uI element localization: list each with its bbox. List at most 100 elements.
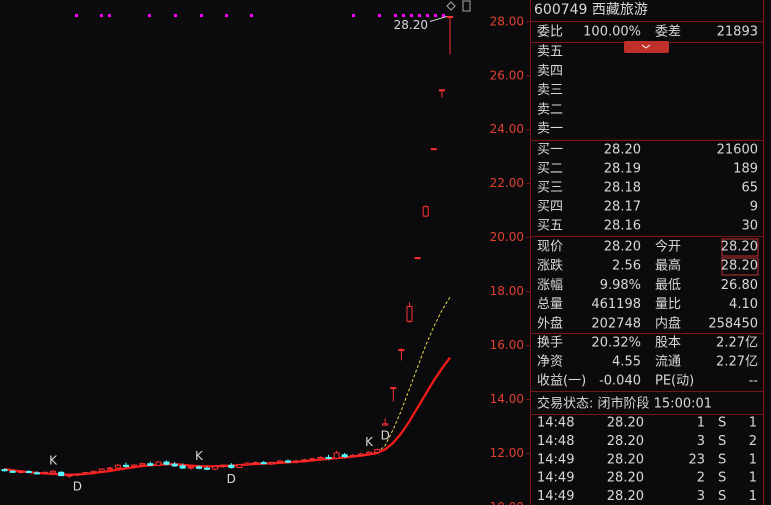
signal-dot <box>250 14 253 17</box>
quote-text: 今开 <box>655 239 681 255</box>
y-tick-label: 14.00 <box>490 392 524 406</box>
quote-text: 1 <box>749 452 757 467</box>
quote-text: 总量 <box>537 297 563 312</box>
quote-text: 100.00% <box>583 25 641 40</box>
quote-text: 卖二 <box>537 102 563 117</box>
quote-text: 2 <box>749 434 757 449</box>
candle-body <box>33 472 40 475</box>
candle-body <box>106 467 113 470</box>
candle-body <box>9 470 16 473</box>
quote-text: 30 <box>741 219 758 234</box>
candle-body <box>42 471 48 474</box>
candle-body <box>244 462 251 466</box>
signal-dot <box>402 14 405 17</box>
y-tick-label: 10.00 <box>490 500 524 505</box>
quote-text: 委差 <box>655 25 681 40</box>
candle-body <box>430 148 437 151</box>
max-price-arrow <box>429 15 448 22</box>
candle-body <box>438 89 445 92</box>
quote-text: 9 <box>750 200 758 215</box>
signal-dot <box>426 14 429 17</box>
candle-body <box>260 462 267 465</box>
candle-body <box>123 464 129 467</box>
quote-text: 2.27亿 <box>716 336 758 351</box>
quote-text: 卖四 <box>537 64 563 79</box>
quote-text: 换手 <box>537 336 563 351</box>
quote-text: 1 <box>749 471 757 486</box>
candle-body <box>333 452 340 459</box>
quote-text: 卖三 <box>537 83 563 98</box>
quote-text: 28.20 <box>607 471 644 486</box>
quote-text: 2.56 <box>612 259 641 274</box>
quote-text: 3 <box>697 489 705 504</box>
quote-text: -0.040 <box>599 374 641 389</box>
quote-text: 28.16 <box>604 219 641 234</box>
candle-body <box>398 349 405 352</box>
candle-body <box>317 456 324 460</box>
signal-dot <box>394 14 397 17</box>
quote-text: 股本 <box>655 336 681 351</box>
quote-text: 21600 <box>717 143 758 158</box>
quote-text: 28.20 <box>721 240 758 255</box>
quote-text: 14:48 <box>537 434 574 449</box>
y-tick-label: 22.00 <box>490 176 524 190</box>
candle-body <box>349 454 356 458</box>
quote-text: 20.32% <box>591 336 641 351</box>
quote-text: 14:49 <box>537 452 574 467</box>
candle-body <box>366 451 372 455</box>
icon[interactable] <box>446 1 456 11</box>
quote-text: 1 <box>749 416 757 431</box>
quote-text: 4.10 <box>729 297 758 312</box>
signal-dot <box>148 14 151 17</box>
quote-text: 卖一 <box>537 122 563 137</box>
quote-text: 涨跌 <box>537 258 563 274</box>
candle-body <box>204 467 210 470</box>
candle-body <box>58 471 65 477</box>
quote-text: 2.27亿 <box>716 355 758 370</box>
quote-text: 外盘 <box>537 315 563 331</box>
quote-text: 28.20 <box>607 452 644 467</box>
candle-body <box>147 463 154 466</box>
quote-text: 卖五 <box>537 45 563 60</box>
candle-body <box>17 471 24 474</box>
quote-text: 28.20 <box>607 489 644 504</box>
candle-body <box>357 453 364 456</box>
signal-dot <box>378 14 381 17</box>
y-tick-label: 12.00 <box>490 446 524 460</box>
candle-body <box>98 468 105 472</box>
quote-text: 14:49 <box>537 489 574 504</box>
icon[interactable] <box>462 0 471 12</box>
candle-body <box>276 460 283 463</box>
quote-text: 净资 <box>537 355 563 370</box>
quote-text: S <box>718 452 726 467</box>
y-tick-label: 18.00 <box>490 284 524 298</box>
quote-text: 202748 <box>591 316 641 331</box>
signal-dot <box>410 14 413 17</box>
high-box <box>721 257 759 276</box>
candle-body <box>414 257 421 260</box>
candle-body <box>25 471 32 474</box>
quote-text: 28.20 <box>604 143 641 158</box>
candle-body <box>139 463 146 466</box>
signal-dot <box>108 14 111 17</box>
y-tick-label: 16.00 <box>490 338 524 352</box>
quote-text: 2 <box>697 471 705 486</box>
candle-body <box>341 454 348 458</box>
signal-dot <box>442 14 445 17</box>
quote-text: 买四 <box>537 200 563 215</box>
signal-label: K <box>365 435 374 449</box>
max-price-label: 28.20 <box>394 18 428 32</box>
candle-body <box>374 449 381 453</box>
quote-text: 最低 <box>655 278 681 293</box>
candle-body <box>179 465 186 469</box>
signal-dot <box>75 14 78 17</box>
expand-button[interactable] <box>624 41 669 53</box>
signal-dot <box>200 14 203 17</box>
y-tick-label: 26.00 <box>490 68 524 82</box>
signal-dot <box>352 14 355 17</box>
candle-body <box>447 15 453 18</box>
quote-text: 28.20 <box>607 434 644 449</box>
candle-body <box>155 461 162 466</box>
